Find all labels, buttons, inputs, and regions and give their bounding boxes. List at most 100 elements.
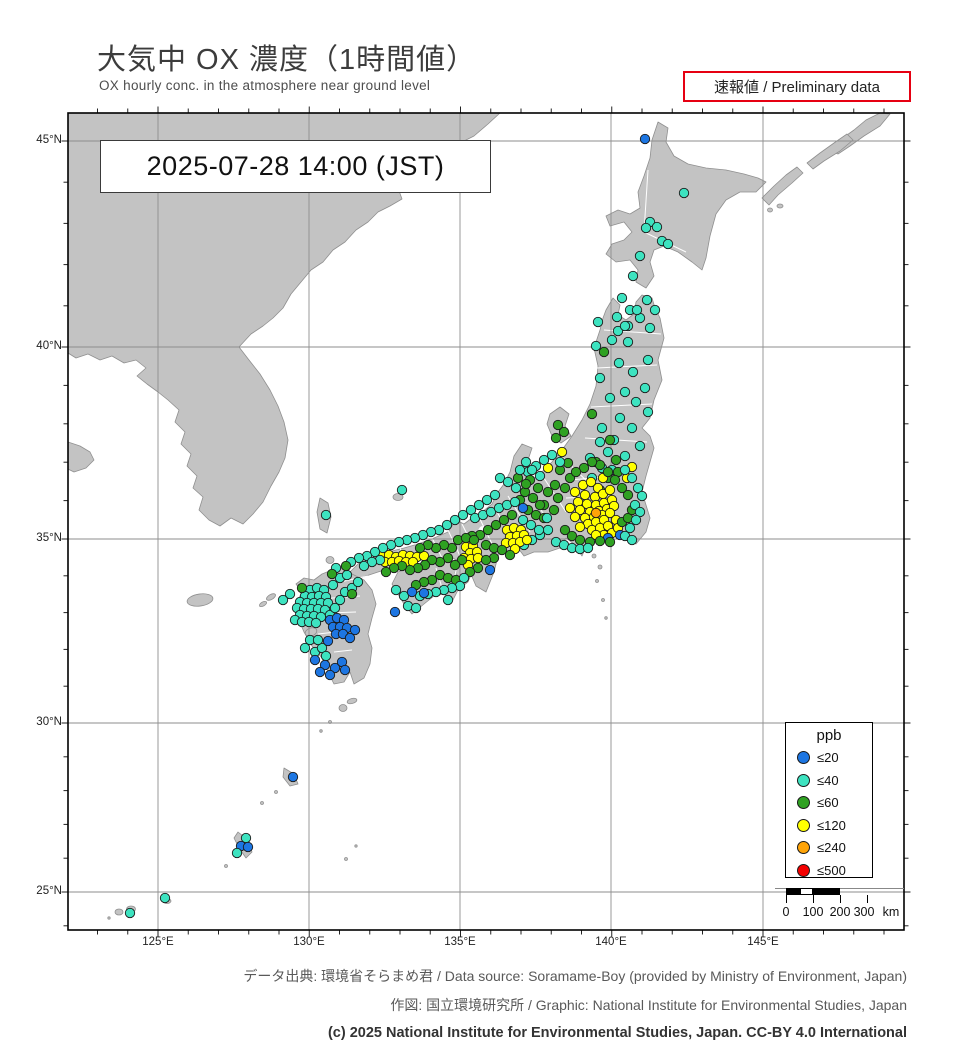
station-dot <box>538 454 550 466</box>
station-dot <box>642 406 654 418</box>
station-dot <box>624 522 636 534</box>
legend-item-label: ≤120 <box>817 817 846 833</box>
station-dot <box>472 562 484 574</box>
legend-item: ≤60 <box>786 794 872 814</box>
station-dot <box>569 486 581 498</box>
continent-asia <box>68 113 501 527</box>
station-dot <box>320 509 332 521</box>
island-oki <box>392 493 404 501</box>
station-dot <box>564 502 576 514</box>
station-dot <box>502 476 514 488</box>
station-dot <box>542 462 554 474</box>
legend-item: ≤240 <box>786 839 872 859</box>
lon-axis-label: 130°E <box>293 936 325 948</box>
legend-item: ≤40 <box>786 772 872 792</box>
legend-item-label: ≤40 <box>817 772 839 788</box>
island-hokkaido <box>605 121 767 289</box>
station-dot <box>533 524 545 536</box>
station-dot <box>619 464 631 476</box>
station-dot <box>458 572 470 584</box>
station-dot <box>520 478 532 490</box>
station-dot <box>277 594 289 606</box>
legend-dot-icon <box>797 751 810 764</box>
lon-axis-label: 140°E <box>595 936 627 948</box>
station-dot <box>334 594 346 606</box>
china-coast-blob <box>68 441 95 473</box>
lat-axis-label: 25°N <box>36 885 62 897</box>
scale-bar-tick <box>867 895 868 903</box>
station-dot <box>442 552 454 564</box>
station-dot <box>559 524 571 536</box>
station-dot <box>509 496 521 508</box>
station-dot <box>585 476 597 488</box>
island-etorofu <box>806 133 854 170</box>
station-dot <box>465 504 477 516</box>
station-dot <box>418 587 430 599</box>
station-dot <box>514 464 526 476</box>
station-dot <box>482 524 494 536</box>
station-dot <box>629 499 641 511</box>
legend-box: ppb ≤20 ≤40 ≤60 ≤120 ≤240 ≤500 <box>785 722 873 878</box>
station-dot <box>552 419 564 431</box>
station-dot <box>296 582 308 594</box>
station-dot <box>510 482 522 494</box>
station-dot <box>441 519 453 531</box>
scale-bar-segment <box>813 888 840 895</box>
station-dot <box>630 396 642 408</box>
station-dot <box>442 594 454 606</box>
station-dot <box>634 250 646 262</box>
station-dot <box>630 514 642 526</box>
station-dot <box>396 484 408 496</box>
station-dot <box>594 372 606 384</box>
station-dot <box>494 472 506 484</box>
legend-item: ≤500 <box>786 862 872 882</box>
station-dot <box>326 568 338 580</box>
station-dot <box>231 847 243 859</box>
station-dot <box>369 546 381 558</box>
station-dot <box>504 549 516 561</box>
station-dot <box>546 449 558 461</box>
station-dot <box>604 392 616 404</box>
station-dot <box>626 422 638 434</box>
station-dot <box>592 316 604 328</box>
station-dot <box>578 462 590 474</box>
station-dot <box>570 466 582 478</box>
station-dot <box>616 482 628 494</box>
station-dot <box>559 482 571 494</box>
station-dot <box>634 440 646 452</box>
station-dot <box>390 584 402 596</box>
legend-dot-icon <box>797 796 810 809</box>
station-dot <box>574 521 586 533</box>
station-dot <box>358 560 370 572</box>
scale-bar: 0 100 200 300 km <box>775 884 907 924</box>
station-dot <box>449 559 461 571</box>
station-dot <box>556 446 568 458</box>
station-dot <box>525 519 537 531</box>
scale-bar-segment <box>786 888 800 895</box>
station-dot <box>594 535 606 547</box>
station-dot <box>527 492 539 504</box>
station-dot <box>284 588 296 600</box>
station-dot <box>498 514 510 526</box>
station-dot <box>327 579 339 591</box>
station-dot <box>320 650 332 662</box>
station-dot <box>596 422 608 434</box>
lat-axis-label: 45°N <box>36 134 62 146</box>
scale-bar-label: 100 <box>802 905 824 919</box>
station-dot <box>611 311 623 323</box>
station-dot <box>622 489 634 501</box>
scale-bar-unit: km <box>882 905 900 919</box>
station-dot <box>526 464 538 476</box>
station-dot <box>457 509 469 521</box>
station-dot <box>604 434 616 446</box>
scale-bar-label: 0 <box>782 905 790 919</box>
station-dot <box>316 642 328 654</box>
station-dot <box>534 470 546 482</box>
station-dot <box>312 634 324 646</box>
island-iki <box>325 556 335 564</box>
station-dot <box>594 436 606 448</box>
station-dot <box>574 534 586 546</box>
legend-item-label: ≤240 <box>817 840 846 855</box>
island-jeju <box>186 593 214 607</box>
station-dot <box>521 534 533 546</box>
